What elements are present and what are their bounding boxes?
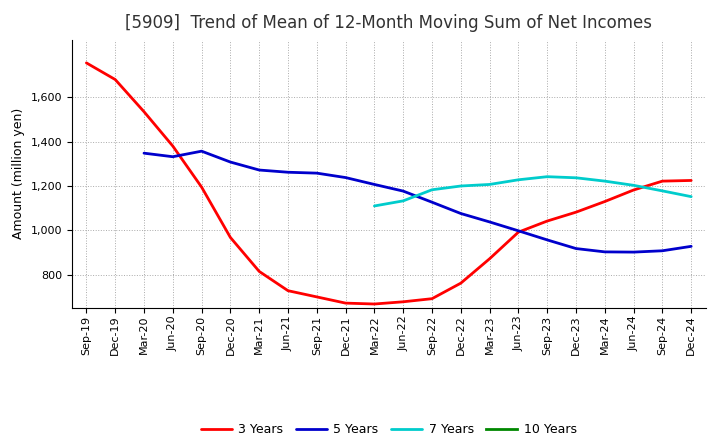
7 Years — [572, 175, 580, 180]
5 Years — [226, 159, 235, 165]
7 Years — [514, 177, 523, 183]
3 Years — [370, 301, 379, 307]
Line: 7 Years: 7 Years — [374, 177, 691, 206]
7 Years — [485, 182, 494, 187]
7 Years — [456, 183, 465, 189]
7 Years — [428, 187, 436, 192]
5 Years — [197, 149, 206, 154]
3 Years — [600, 199, 609, 204]
7 Years — [687, 194, 696, 199]
5 Years — [399, 188, 408, 194]
5 Years — [543, 237, 552, 242]
3 Years — [687, 178, 696, 183]
Line: 3 Years: 3 Years — [86, 63, 691, 304]
3 Years — [197, 184, 206, 190]
5 Years — [456, 211, 465, 216]
5 Years — [485, 219, 494, 224]
3 Years — [255, 269, 264, 274]
5 Years — [658, 248, 667, 253]
3 Years — [341, 301, 350, 306]
7 Years — [543, 174, 552, 180]
3 Years — [82, 60, 91, 66]
7 Years — [629, 183, 638, 188]
7 Years — [600, 179, 609, 184]
3 Years — [456, 281, 465, 286]
5 Years — [600, 249, 609, 254]
3 Years — [111, 77, 120, 82]
3 Years — [399, 299, 408, 304]
Y-axis label: Amount (million yen): Amount (million yen) — [12, 108, 25, 239]
7 Years — [658, 188, 667, 194]
3 Years — [168, 143, 177, 149]
3 Years — [629, 187, 638, 193]
Title: [5909]  Trend of Mean of 12-Month Moving Sum of Net Incomes: [5909] Trend of Mean of 12-Month Moving … — [125, 15, 652, 33]
5 Years — [572, 246, 580, 251]
5 Years — [687, 244, 696, 249]
7 Years — [399, 198, 408, 204]
5 Years — [312, 170, 321, 176]
3 Years — [312, 294, 321, 300]
7 Years — [370, 203, 379, 209]
3 Years — [658, 179, 667, 184]
5 Years — [341, 175, 350, 180]
3 Years — [140, 109, 148, 114]
5 Years — [514, 228, 523, 234]
5 Years — [629, 249, 638, 255]
3 Years — [485, 256, 494, 261]
Legend: 3 Years, 5 Years, 7 Years, 10 Years: 3 Years, 5 Years, 7 Years, 10 Years — [196, 418, 582, 440]
5 Years — [140, 150, 148, 156]
3 Years — [284, 288, 292, 293]
3 Years — [572, 209, 580, 215]
5 Years — [428, 200, 436, 205]
Line: 5 Years: 5 Years — [144, 151, 691, 252]
3 Years — [514, 230, 523, 235]
3 Years — [543, 218, 552, 224]
5 Years — [255, 167, 264, 172]
3 Years — [226, 235, 235, 240]
5 Years — [168, 154, 177, 159]
5 Years — [370, 182, 379, 187]
3 Years — [428, 296, 436, 301]
5 Years — [284, 169, 292, 175]
